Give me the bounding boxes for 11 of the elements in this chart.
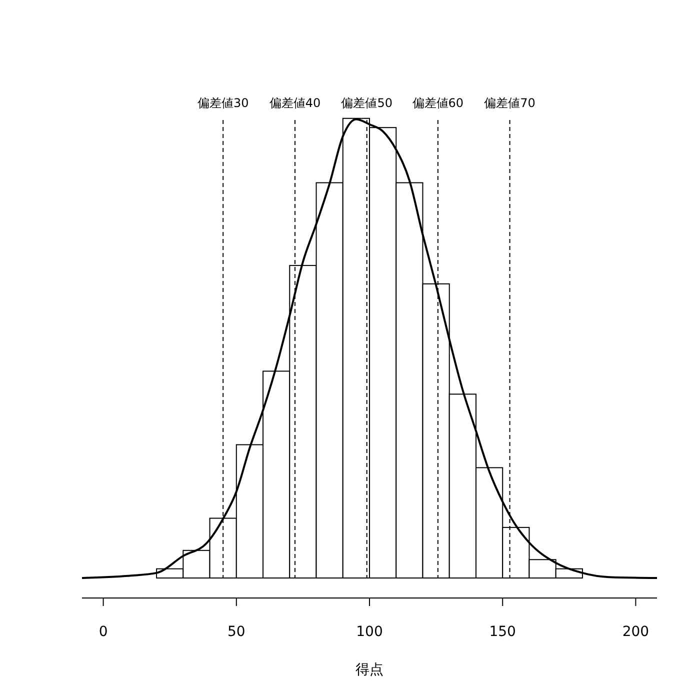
ref-line-label: 偏差値30 — [197, 96, 249, 110]
x-tick-label: 150 — [489, 624, 516, 640]
x-tick-label: 0 — [98, 624, 108, 640]
x-tick-label: 50 — [227, 624, 246, 640]
ref-line-label: 偏差値60 — [412, 96, 464, 110]
x-tick-label: 200 — [622, 624, 650, 640]
ref-line-label: 偏差値40 — [269, 96, 321, 110]
x-tick-label: 100 — [356, 624, 383, 640]
x-axis-title: 得点 — [356, 662, 384, 678]
ref-line-label: 偏差値70 — [484, 96, 536, 110]
ref-line-label: 偏差値50 — [341, 96, 392, 110]
